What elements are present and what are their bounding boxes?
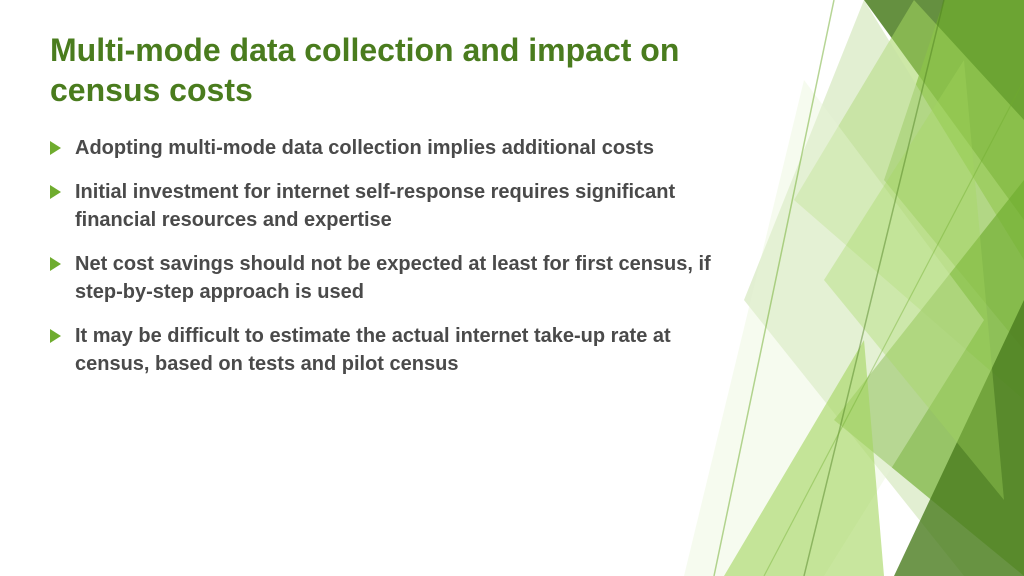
- triangle-icon: [50, 329, 61, 343]
- bullet-item: It may be difficult to estimate the actu…: [50, 322, 730, 378]
- bullet-item: Initial investment for internet self-res…: [50, 178, 730, 234]
- bullet-list: Adopting multi-mode data collection impl…: [50, 134, 730, 378]
- bullet-text: It may be difficult to estimate the actu…: [75, 322, 730, 378]
- triangle-icon: [50, 141, 61, 155]
- triangle-icon: [50, 257, 61, 271]
- bullet-text: Initial investment for internet self-res…: [75, 178, 730, 234]
- slide-title: Multi-mode data collection and impact on…: [50, 30, 770, 110]
- bullet-item: Adopting multi-mode data collection impl…: [50, 134, 730, 162]
- bullet-item: Net cost savings should not be expected …: [50, 250, 730, 306]
- bullet-text: Net cost savings should not be expected …: [75, 250, 730, 306]
- bullet-text: Adopting multi-mode data collection impl…: [75, 134, 730, 162]
- slide-container: Multi-mode data collection and impact on…: [0, 0, 1024, 576]
- triangle-icon: [50, 185, 61, 199]
